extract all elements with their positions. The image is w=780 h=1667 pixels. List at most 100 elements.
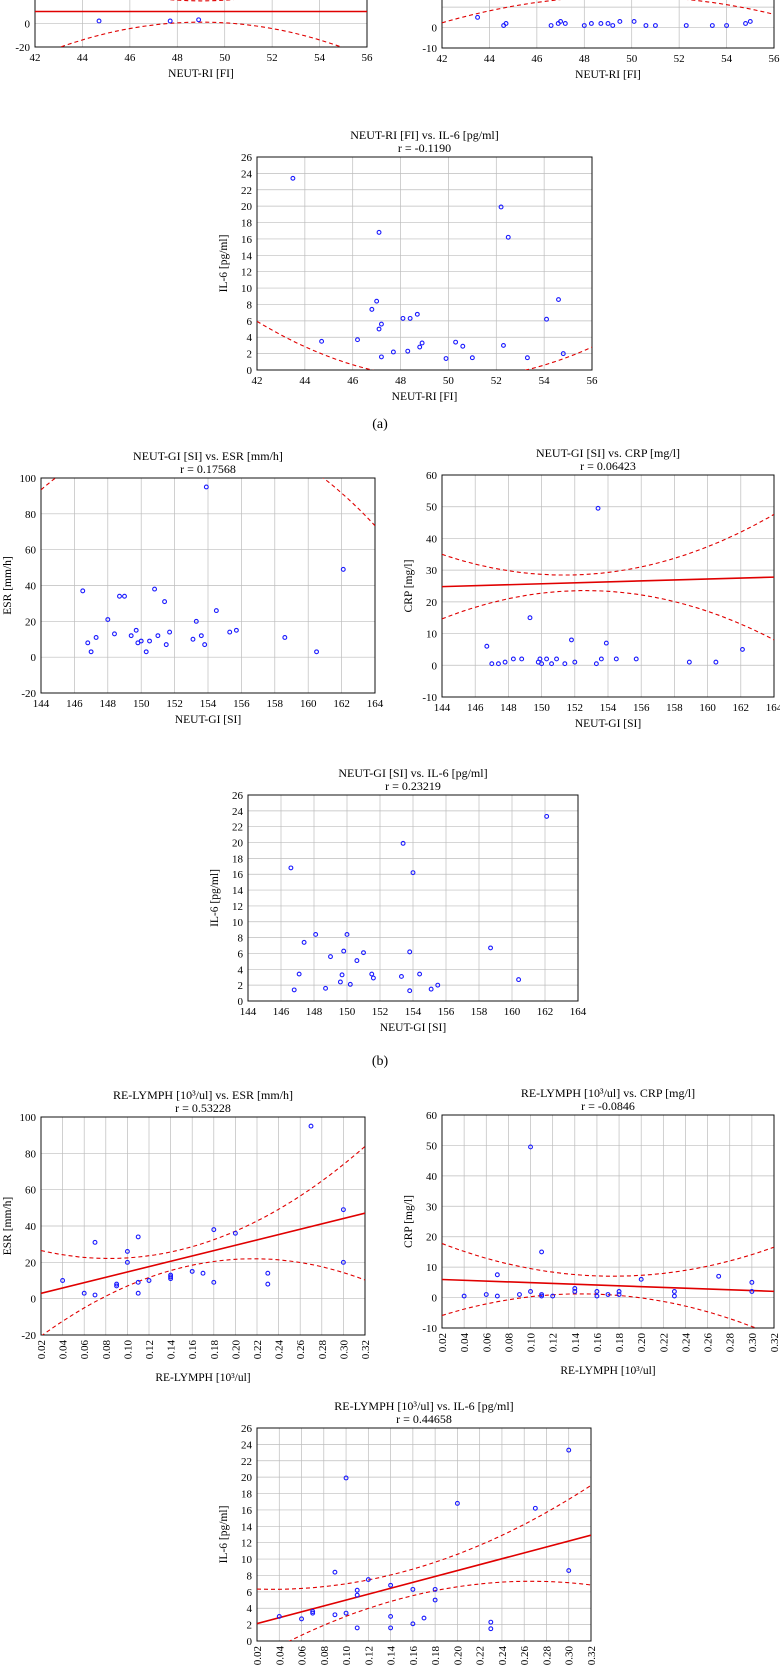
y-tick-label: 10 xyxy=(241,1554,253,1566)
x-tick-label: 0.10 xyxy=(122,1340,134,1360)
data-point xyxy=(532,1505,538,1511)
data-point xyxy=(610,23,616,28)
y-tick-label: 12 xyxy=(241,267,252,279)
x-tick-label: 0.06 xyxy=(79,1340,91,1360)
data-point xyxy=(558,18,564,24)
data-point xyxy=(505,234,511,240)
data-point xyxy=(390,349,396,355)
data-point xyxy=(340,1207,346,1213)
data-point xyxy=(461,1293,467,1299)
data-point xyxy=(539,1293,545,1299)
x-tick-label: 0.20 xyxy=(230,1340,242,1360)
x-tick-label: 0.22 xyxy=(658,1333,670,1352)
data-point xyxy=(652,23,658,28)
y-tick-label: 6 xyxy=(247,1587,253,1599)
y-tick-label: 20 xyxy=(25,616,37,628)
x-tick-label: 162 xyxy=(537,1006,554,1018)
y-tick-label: -20 xyxy=(21,1330,36,1342)
data-point xyxy=(460,343,466,349)
y-tick-label: 16 xyxy=(241,234,253,246)
x-tick-label: 0.08 xyxy=(503,1333,515,1353)
x-tick-label: 44 xyxy=(77,52,89,64)
data-point xyxy=(498,204,504,210)
y-tick-label: 0 xyxy=(432,660,438,672)
data-point xyxy=(443,356,449,361)
y-tick-label: 10 xyxy=(426,1262,438,1274)
data-point xyxy=(310,1609,316,1614)
plot-area xyxy=(442,505,774,667)
data-point xyxy=(605,1292,611,1297)
data-point xyxy=(88,649,94,655)
chart-b1: 144 146 148 150 152 154 156 158 160 162 164 -20 0 20 4… xyxy=(2,449,384,726)
x-tick-label: 144 xyxy=(33,698,50,710)
data-point xyxy=(332,1612,338,1618)
y-tick-label: 18 xyxy=(232,853,244,865)
data-point xyxy=(548,23,554,28)
chart-c1: 0.02 0.04 0.06 0.08 0.10 0.12 0.14 0.16 0.18 0.20… xyxy=(2,1088,372,1384)
data-point xyxy=(616,1289,622,1294)
x-tick-label: 42 xyxy=(252,375,263,387)
y-axis-label: CRP [mg/l] xyxy=(403,560,415,613)
data-point xyxy=(337,979,343,985)
data-point xyxy=(265,1270,271,1276)
y-axis-label: ESR [mm/h] xyxy=(2,556,14,614)
data-point xyxy=(554,656,559,662)
y-tick-label: 6 xyxy=(238,948,244,960)
data-point xyxy=(319,338,325,344)
data-point xyxy=(594,1293,600,1299)
data-point xyxy=(544,813,550,819)
y-tick-label: 10 xyxy=(232,917,244,929)
x-tick-label: 52 xyxy=(267,52,278,64)
x-axis-label: NEUT-GI [SI] xyxy=(380,1022,446,1034)
data-point xyxy=(135,1234,141,1240)
x-tick-label: 0.18 xyxy=(614,1333,626,1353)
data-point xyxy=(105,617,111,622)
x-tick-label: 152 xyxy=(166,698,183,710)
x-tick-label: 52 xyxy=(674,53,685,65)
data-point xyxy=(510,656,516,662)
y-tick-label: 22 xyxy=(241,185,252,197)
plot-area xyxy=(41,1123,365,1335)
data-point xyxy=(314,649,319,655)
data-point xyxy=(313,931,319,937)
x-tick-label: 50 xyxy=(219,52,231,64)
plot-frame xyxy=(40,1116,366,1336)
x-tick-label: 156 xyxy=(633,702,650,714)
data-point xyxy=(716,1273,722,1279)
correlation-label: r = 0.53228 xyxy=(175,1101,231,1115)
y-tick-label: 14 xyxy=(232,885,244,897)
x-tick-label: 0.22 xyxy=(252,1340,264,1359)
data-point xyxy=(562,661,568,667)
x-tick-label: 0.30 xyxy=(338,1340,350,1360)
data-point xyxy=(488,945,493,951)
x-tick-label: 0.18 xyxy=(209,1340,221,1360)
data-point xyxy=(135,1279,141,1285)
plot-frame xyxy=(441,1114,775,1329)
data-point xyxy=(370,975,376,981)
data-point xyxy=(60,1278,66,1283)
regression-line xyxy=(442,1278,774,1293)
data-point xyxy=(354,1592,360,1598)
x-tick-label: 46 xyxy=(347,375,359,387)
data-point xyxy=(290,175,296,181)
data-point xyxy=(168,1274,174,1280)
y-tick-label: -10 xyxy=(422,1323,437,1335)
x-tick-label: 48 xyxy=(172,52,184,64)
y-tick-label: 18 xyxy=(241,218,253,230)
data-point xyxy=(519,656,525,662)
confidence-band-upper xyxy=(41,1145,365,1259)
data-point xyxy=(114,1283,120,1289)
data-point xyxy=(112,631,117,637)
x-tick-label: 54 xyxy=(314,52,326,64)
data-point xyxy=(494,1272,500,1278)
data-point xyxy=(517,1292,522,1297)
x-tick-label: 0.32 xyxy=(586,1646,598,1665)
x-tick-label: 152 xyxy=(567,702,584,714)
data-point xyxy=(603,640,609,646)
data-point xyxy=(414,311,420,317)
data-point xyxy=(388,1613,394,1619)
regression-line xyxy=(257,1534,591,1625)
data-point xyxy=(122,593,127,599)
x-tick-label: 56 xyxy=(587,375,599,387)
x-tick-label: 0.08 xyxy=(101,1340,113,1360)
